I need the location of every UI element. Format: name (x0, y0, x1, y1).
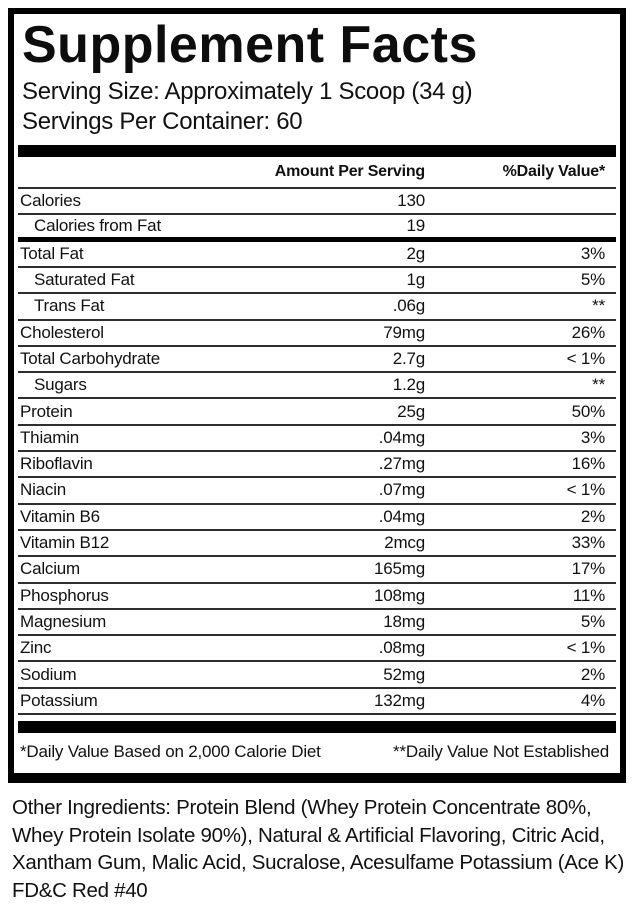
amount-per-serving-header: Amount Per Serving (274, 163, 425, 181)
nutrient-dv: 2% (580, 664, 605, 684)
other-ingredients-line: Whey Protein Isolate 90%), Natural & Art… (12, 823, 605, 847)
daily-value-basis-footnote: *Daily Value Based on 2,000 Calorie Diet (20, 742, 321, 762)
nutrient-amount: 132mg (374, 690, 425, 710)
nutrient-name: Niacin (20, 480, 67, 500)
nutrient-amount: .06g (392, 296, 425, 316)
nutrient-amount: 2g (406, 243, 425, 263)
nutrient-dv: 3% (580, 427, 605, 447)
servings-per-container-text: Servings Per Container: 60 (22, 108, 303, 136)
nutrient-dv: < 1% (566, 349, 606, 368)
nutrient-amount: 130 (397, 191, 425, 211)
nutrient-name: Riboflavin (20, 454, 93, 474)
nutrient-dv: ** (592, 375, 605, 395)
nutrient-amount: 52mg (383, 664, 425, 684)
nutrient-name: Trans Fat (34, 296, 105, 316)
table-header-row: Amount Per Serving %Daily Value* (18, 157, 616, 190)
footnote-row: *Daily Value Based on 2,000 Calorie Diet… (14, 733, 620, 773)
nutrient-dv: 26% (571, 322, 606, 342)
nutrient-name: Vitamin B6 (20, 506, 100, 526)
nutrient-name: Protein (20, 401, 73, 421)
other-ingredients-line: FD&C Red #40 (12, 878, 148, 902)
row-calories: Calories 130 (18, 189, 616, 216)
not-established-footnote: **Daily Value Not Established (393, 742, 609, 762)
supplement-facts-panel: Supplement Facts Serving Size: Approxima… (8, 8, 626, 784)
other-ingredients-line: Xantham Gum, Malic Acid, Sucralose, Aces… (12, 851, 624, 875)
nutrient-dv: 4% (580, 690, 605, 710)
row-protein: Protein 25g 50% (18, 399, 616, 426)
nutrient-amount: .07mg (378, 480, 425, 500)
nutrient-amount: 79mg (383, 322, 425, 342)
nutrient-amount: 2.7g (392, 349, 425, 368)
nutrient-dv: 5% (580, 270, 605, 290)
nutrient-name: Magnesium (20, 611, 107, 631)
nutrient-name: Vitamin B12 (20, 533, 110, 553)
nutrient-amount: .27mg (378, 454, 425, 474)
row-calories-from-fat: Calories from Fat 19 (18, 215, 616, 242)
row-riboflavin: Riboflavin .27mg 16% (18, 452, 616, 479)
daily-value-header: %Daily Value* (502, 163, 606, 181)
nutrient-dv: 50% (571, 401, 606, 421)
row-vitamin-b12: Vitamin B12 2mcg 33% (18, 531, 616, 558)
nutrient-dv: 33% (571, 533, 606, 553)
row-thiamin: Thiamin .04mg 3% (18, 426, 616, 453)
nutrient-name: Thiamin (20, 427, 80, 447)
nutrient-name: Calcium (20, 559, 81, 579)
nutrient-dv: 11% (572, 585, 605, 605)
nutrient-dv: 17% (571, 559, 606, 579)
nutrient-dv: 16% (571, 454, 606, 474)
row-magnesium: Magnesium 18mg 5% (18, 610, 616, 637)
row-calcium: Calcium 165mg 17% (18, 557, 616, 584)
nutrient-dv: ** (592, 296, 605, 316)
nutrient-dv: < 1% (566, 638, 606, 658)
panel-title: Supplement Facts (22, 16, 478, 74)
other-ingredients-line: Other Ingredients: Protein Blend (Whey P… (12, 796, 592, 820)
nutrient-name: Saturated Fat (34, 270, 135, 290)
row-sugars: Sugars 1.2g ** (18, 373, 616, 400)
nutrient-dv: < 1% (566, 480, 606, 500)
row-cholesterol: Cholesterol 79mg 26% (18, 321, 616, 347)
row-total-fat: Total Fat 2g 3% (18, 242, 616, 268)
nutrient-name: Cholesterol (20, 322, 104, 342)
bottom-divider-bar (18, 721, 616, 734)
nutrient-name: Total Carbohydrate (20, 349, 161, 368)
nutrient-name: Calories from Fat (34, 216, 161, 236)
nutrient-amount: 25g (397, 401, 425, 421)
nutrient-name: Phosphorus (20, 585, 109, 605)
row-saturated-fat: Saturated Fat 1g 5% (18, 268, 616, 295)
nutrient-amount: 108mg (374, 585, 425, 605)
nutrient-amount: .04mg (378, 506, 425, 526)
nutrient-name: Potassium (20, 690, 98, 710)
supplement-label-page: Supplement Facts Serving Size: Approxima… (0, 8, 634, 902)
nutrient-name: Sodium (20, 664, 77, 684)
serving-size-text: Serving Size: Approximately 1 Scoop (34 … (22, 78, 473, 106)
row-sodium: Sodium 52mg 2% (18, 662, 616, 689)
nutrient-amount: 1.2g (392, 375, 425, 395)
top-divider-bar (18, 145, 616, 158)
nutrient-name: Sugars (34, 375, 87, 395)
nutrient-dv: 2% (580, 506, 605, 526)
nutrient-name: Calories (20, 191, 81, 211)
row-vitamin-b6: Vitamin B6 .04mg 2% (18, 505, 616, 531)
row-total-carbohydrate: Total Carbohydrate 2.7g < 1% (18, 347, 616, 374)
nutrient-dv: 3% (580, 243, 605, 263)
row-trans-fat: Trans Fat .06g ** (18, 294, 616, 321)
nutrition-table: Amount Per Serving %Daily Value* Calorie… (18, 157, 616, 716)
nutrient-dv: 5% (580, 611, 605, 631)
row-potassium: Potassium 132mg 4% (18, 689, 616, 716)
nutrient-amount: .04mg (378, 427, 425, 447)
row-zinc: Zinc .08mg < 1% (18, 636, 616, 663)
other-ingredients-paragraph: Other Ingredients: Protein Blend (Whey P… (12, 794, 626, 904)
nutrient-amount: 2mcg (384, 533, 425, 553)
nutrient-name: Zinc (20, 638, 52, 658)
nutrient-amount: 18mg (383, 611, 425, 631)
nutrient-amount: .08mg (378, 638, 425, 658)
row-phosphorus: Phosphorus 108mg 11% (18, 584, 616, 610)
row-niacin: Niacin .07mg < 1% (18, 478, 616, 505)
nutrient-amount: 1g (406, 270, 425, 290)
nutrient-name: Total Fat (20, 243, 84, 263)
nutrient-amount: 165mg (374, 559, 425, 579)
nutrient-amount: 19 (406, 216, 425, 236)
